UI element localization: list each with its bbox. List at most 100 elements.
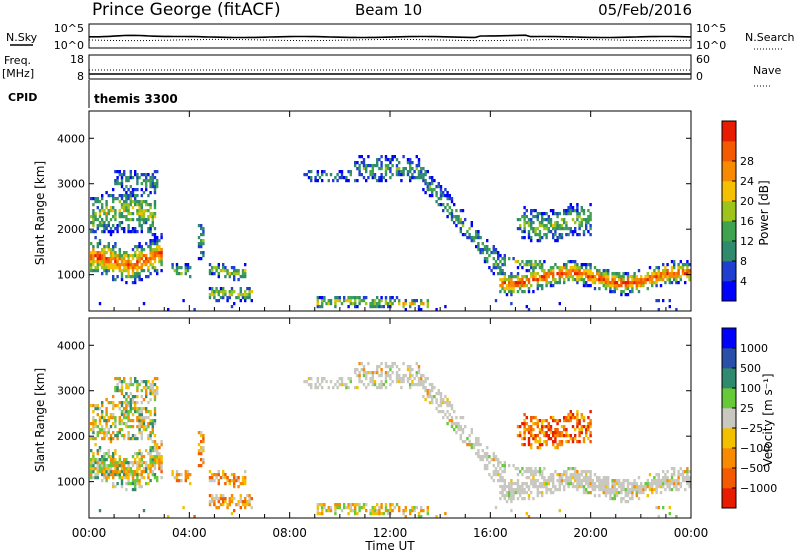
velocity-cell xyxy=(521,482,524,486)
power-cell xyxy=(576,281,579,285)
power-cell xyxy=(530,272,533,276)
velocity-cell xyxy=(147,482,150,486)
power-cell xyxy=(120,278,124,282)
power-cell xyxy=(149,248,152,252)
velocity-cell xyxy=(151,458,154,462)
power-cell xyxy=(156,245,159,249)
velocity-cell xyxy=(426,377,429,381)
power-cell xyxy=(512,287,515,291)
colorbar-swatch xyxy=(722,121,736,142)
power-cell xyxy=(655,299,658,303)
velocity-cell xyxy=(125,458,128,462)
power-cell xyxy=(92,224,95,228)
power-cell xyxy=(125,194,128,198)
velocity-cell xyxy=(391,362,394,366)
power-cell xyxy=(358,167,361,171)
velocity-cell xyxy=(547,482,550,486)
power-cell xyxy=(503,278,506,282)
power-cell xyxy=(151,176,154,180)
velocity-cell xyxy=(101,470,104,474)
power-cell xyxy=(105,227,108,231)
velocity-cell xyxy=(241,500,245,504)
power-cell xyxy=(123,170,126,174)
velocity-cell xyxy=(565,479,568,483)
velocity-cell xyxy=(92,464,95,468)
velocity-cell xyxy=(233,509,236,513)
velocity-cell xyxy=(175,476,179,480)
velocity-cell xyxy=(446,401,449,405)
velocity-cell xyxy=(123,461,126,465)
power-cell xyxy=(92,260,95,264)
velocity-cell xyxy=(556,473,559,477)
power-cell xyxy=(380,167,383,171)
velocity-cell xyxy=(160,461,163,465)
velocity-cell xyxy=(314,383,317,387)
power-cell xyxy=(417,158,421,162)
power-cell xyxy=(248,287,251,291)
velocity-cell xyxy=(607,491,610,495)
power-cell xyxy=(98,254,102,258)
power-cell xyxy=(582,233,586,237)
velocity-cell xyxy=(114,389,117,393)
velocity-cell xyxy=(217,470,220,474)
power-cell xyxy=(356,179,359,183)
velocity-cell xyxy=(457,422,460,426)
velocity-cell xyxy=(158,446,161,450)
power-cell xyxy=(123,257,126,261)
velocity-cell xyxy=(510,509,513,513)
power-cell xyxy=(604,269,608,273)
velocity-cell xyxy=(686,467,689,471)
velocity-cell xyxy=(629,497,632,501)
power-cell xyxy=(358,164,361,168)
velocity-cell xyxy=(479,443,482,447)
power-cell xyxy=(512,281,515,285)
velocity-cell xyxy=(593,482,597,486)
power-cell xyxy=(376,305,379,309)
velocity-cell xyxy=(527,431,531,435)
power-cell xyxy=(545,281,548,285)
velocity-cell xyxy=(615,494,619,498)
power-cell xyxy=(149,245,152,249)
velocity-cell xyxy=(358,377,361,381)
power-cell xyxy=(640,275,643,279)
velocity-cell xyxy=(125,416,128,420)
velocity-cell xyxy=(406,380,410,384)
x-tick-label: 12:00 xyxy=(373,526,408,540)
power-cell xyxy=(549,284,553,288)
velocity-cell xyxy=(406,368,410,372)
velocity-cell xyxy=(574,470,577,474)
velocity-cell xyxy=(160,467,163,471)
velocity-cell xyxy=(228,500,231,504)
power-cell xyxy=(624,272,627,276)
velocity-cell xyxy=(536,485,539,489)
power-cell xyxy=(613,281,616,285)
velocity-cell xyxy=(120,461,124,465)
power-cell xyxy=(129,173,132,177)
velocity-cell xyxy=(393,506,396,510)
power-cell xyxy=(120,179,124,183)
power-cell xyxy=(398,302,401,306)
power-cell xyxy=(233,278,236,282)
velocity-cell xyxy=(116,473,119,477)
power-cell xyxy=(127,269,130,273)
power-cell xyxy=(684,272,687,276)
power-cell xyxy=(116,179,119,183)
power-cell xyxy=(536,227,539,231)
power-cell xyxy=(475,233,478,237)
power-cell xyxy=(138,245,141,249)
velocity-cell xyxy=(118,428,121,432)
power-cell xyxy=(567,233,570,237)
power-cell xyxy=(138,224,141,228)
power-cell xyxy=(316,305,319,309)
velocity-cell xyxy=(140,389,143,393)
power-cell xyxy=(587,230,590,234)
power-cell xyxy=(127,257,130,261)
power-cell xyxy=(96,260,99,264)
velocity-cell xyxy=(501,464,504,468)
power-cell xyxy=(149,227,152,231)
power-cell xyxy=(642,278,645,282)
velocity-cell xyxy=(237,479,240,483)
power-cell xyxy=(129,212,132,216)
velocity-cell xyxy=(567,434,570,438)
